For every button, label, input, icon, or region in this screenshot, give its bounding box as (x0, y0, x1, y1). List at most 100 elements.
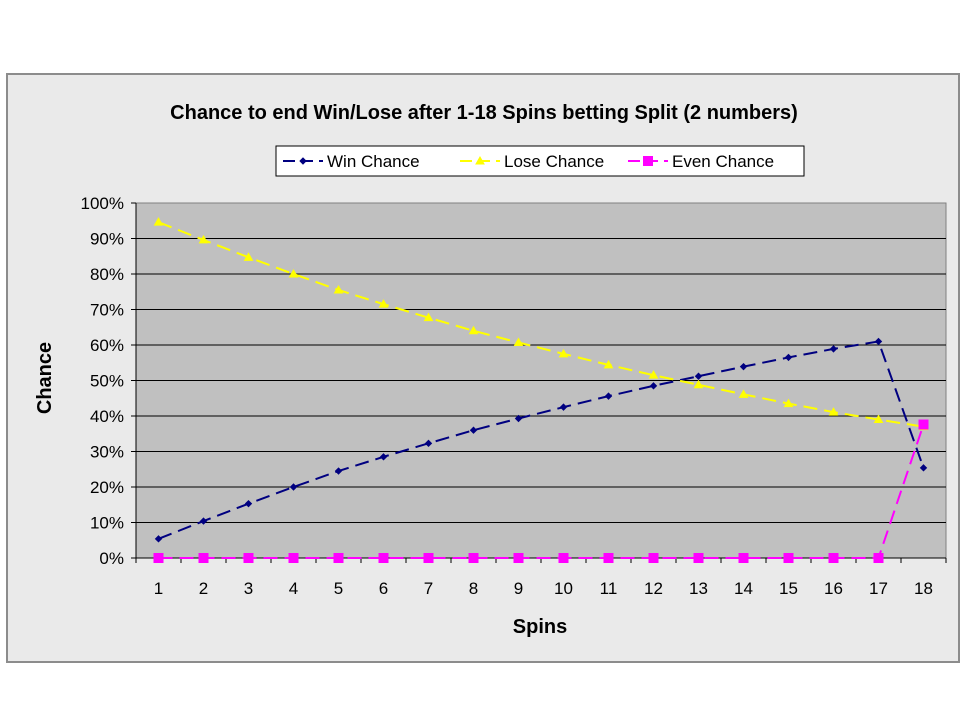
legend-label: Lose Chance (504, 152, 604, 171)
data-point (423, 312, 434, 322)
x-tick-label: 1 (154, 579, 163, 598)
series-line (158, 424, 925, 559)
data-point (513, 337, 524, 347)
data-point (333, 284, 344, 294)
x-tick-label: 3 (244, 579, 253, 598)
data-point (468, 553, 479, 563)
y-tick-label: 90% (90, 230, 124, 249)
series-layer (153, 217, 929, 563)
data-point (919, 464, 928, 472)
data-point (514, 414, 523, 423)
x-tick-label: 15 (779, 579, 798, 598)
y-tick-label: 10% (90, 514, 124, 533)
x-tick-label: 8 (469, 579, 478, 598)
legend-entry: Lose Chance (460, 152, 604, 171)
y-tick-label: 70% (90, 301, 124, 320)
y-tick-label: 80% (90, 265, 124, 284)
data-point (828, 553, 839, 563)
x-tick-label: 4 (289, 579, 298, 598)
x-tick-label: 13 (689, 579, 708, 598)
y-tick-label: 40% (90, 407, 124, 426)
x-tick-label: 11 (600, 579, 618, 598)
data-point (289, 483, 298, 491)
x-tick-label: 2 (199, 579, 208, 598)
data-point (153, 553, 164, 563)
data-point (469, 426, 478, 434)
y-axis-ticks: 0% 10% 20% 30% 40% 50% 60% 70% 80% 90% 100% (81, 194, 136, 568)
data-point (874, 337, 883, 346)
data-point (378, 299, 389, 308)
data-point (423, 553, 434, 563)
data-point (558, 553, 569, 563)
legend-entry: Even Chance (628, 152, 774, 171)
x-tick-label: 18 (914, 579, 933, 598)
data-point (243, 553, 254, 563)
data-point (603, 359, 614, 369)
data-point (198, 234, 209, 244)
data-point (604, 392, 613, 400)
x-tick-label: 7 (424, 579, 433, 598)
series-even-chance (153, 419, 929, 563)
data-point (918, 419, 929, 430)
data-point (379, 453, 388, 461)
chart-title: Chance to end Win/Lose after 1-18 Spins … (170, 102, 798, 124)
data-point (873, 553, 884, 563)
legend-entry: Win Chance (283, 152, 420, 171)
data-point (244, 499, 253, 508)
y-tick-label: 100% (81, 194, 124, 213)
data-point (199, 517, 208, 525)
x-axis-ticks: 1 2 3 4 5 6 7 8 9 10 11 12 13 14 15 16 17 18 (135, 558, 947, 598)
legend: Win Chance Lose Chance Even Chance (275, 145, 805, 177)
data-point (649, 382, 658, 390)
data-point (648, 370, 659, 379)
y-tick-label: 50% (90, 372, 124, 391)
data-point (738, 389, 749, 398)
data-point (513, 553, 524, 563)
data-point (783, 553, 794, 563)
data-point (288, 553, 299, 563)
series-line (158, 221, 924, 428)
data-point (243, 252, 254, 261)
data-point (558, 348, 569, 358)
data-point (468, 325, 479, 335)
data-point (784, 353, 793, 362)
data-point (873, 414, 884, 424)
x-tick-label: 5 (334, 579, 343, 598)
data-point (559, 403, 568, 411)
legend-label: Win Chance (327, 152, 420, 171)
data-point (378, 553, 389, 563)
x-tick-label: 10 (554, 579, 573, 598)
x-tick-label: 14 (734, 579, 753, 598)
data-point (693, 379, 704, 389)
data-point (783, 398, 794, 408)
legend-label: Even Chance (672, 152, 774, 171)
data-point (828, 407, 839, 416)
legend-marker (643, 156, 653, 166)
data-point (829, 345, 838, 353)
data-point (288, 268, 299, 278)
data-point (603, 553, 614, 563)
data-point (693, 553, 704, 563)
data-point (739, 362, 748, 371)
x-tick-label: 12 (644, 579, 663, 598)
x-tick-label: 17 (869, 579, 888, 598)
y-axis-title: Chance (34, 342, 56, 414)
data-point (198, 553, 209, 563)
data-point (334, 467, 343, 475)
y-tick-label: 0% (99, 549, 124, 568)
y-tick-label: 60% (90, 336, 124, 355)
x-tick-label: 6 (379, 579, 388, 598)
series-line (158, 340, 925, 540)
series-win-chance (154, 337, 928, 543)
legend-marker (299, 157, 307, 165)
data-point (424, 439, 433, 448)
x-tick-label: 16 (824, 579, 843, 598)
data-point (154, 535, 163, 543)
x-tick-label: 9 (514, 579, 523, 598)
x-axis-title: Spins (513, 616, 567, 638)
legend-marker (475, 155, 485, 165)
data-point (694, 372, 703, 380)
y-tick-label: 30% (90, 443, 124, 462)
data-point (153, 217, 164, 226)
